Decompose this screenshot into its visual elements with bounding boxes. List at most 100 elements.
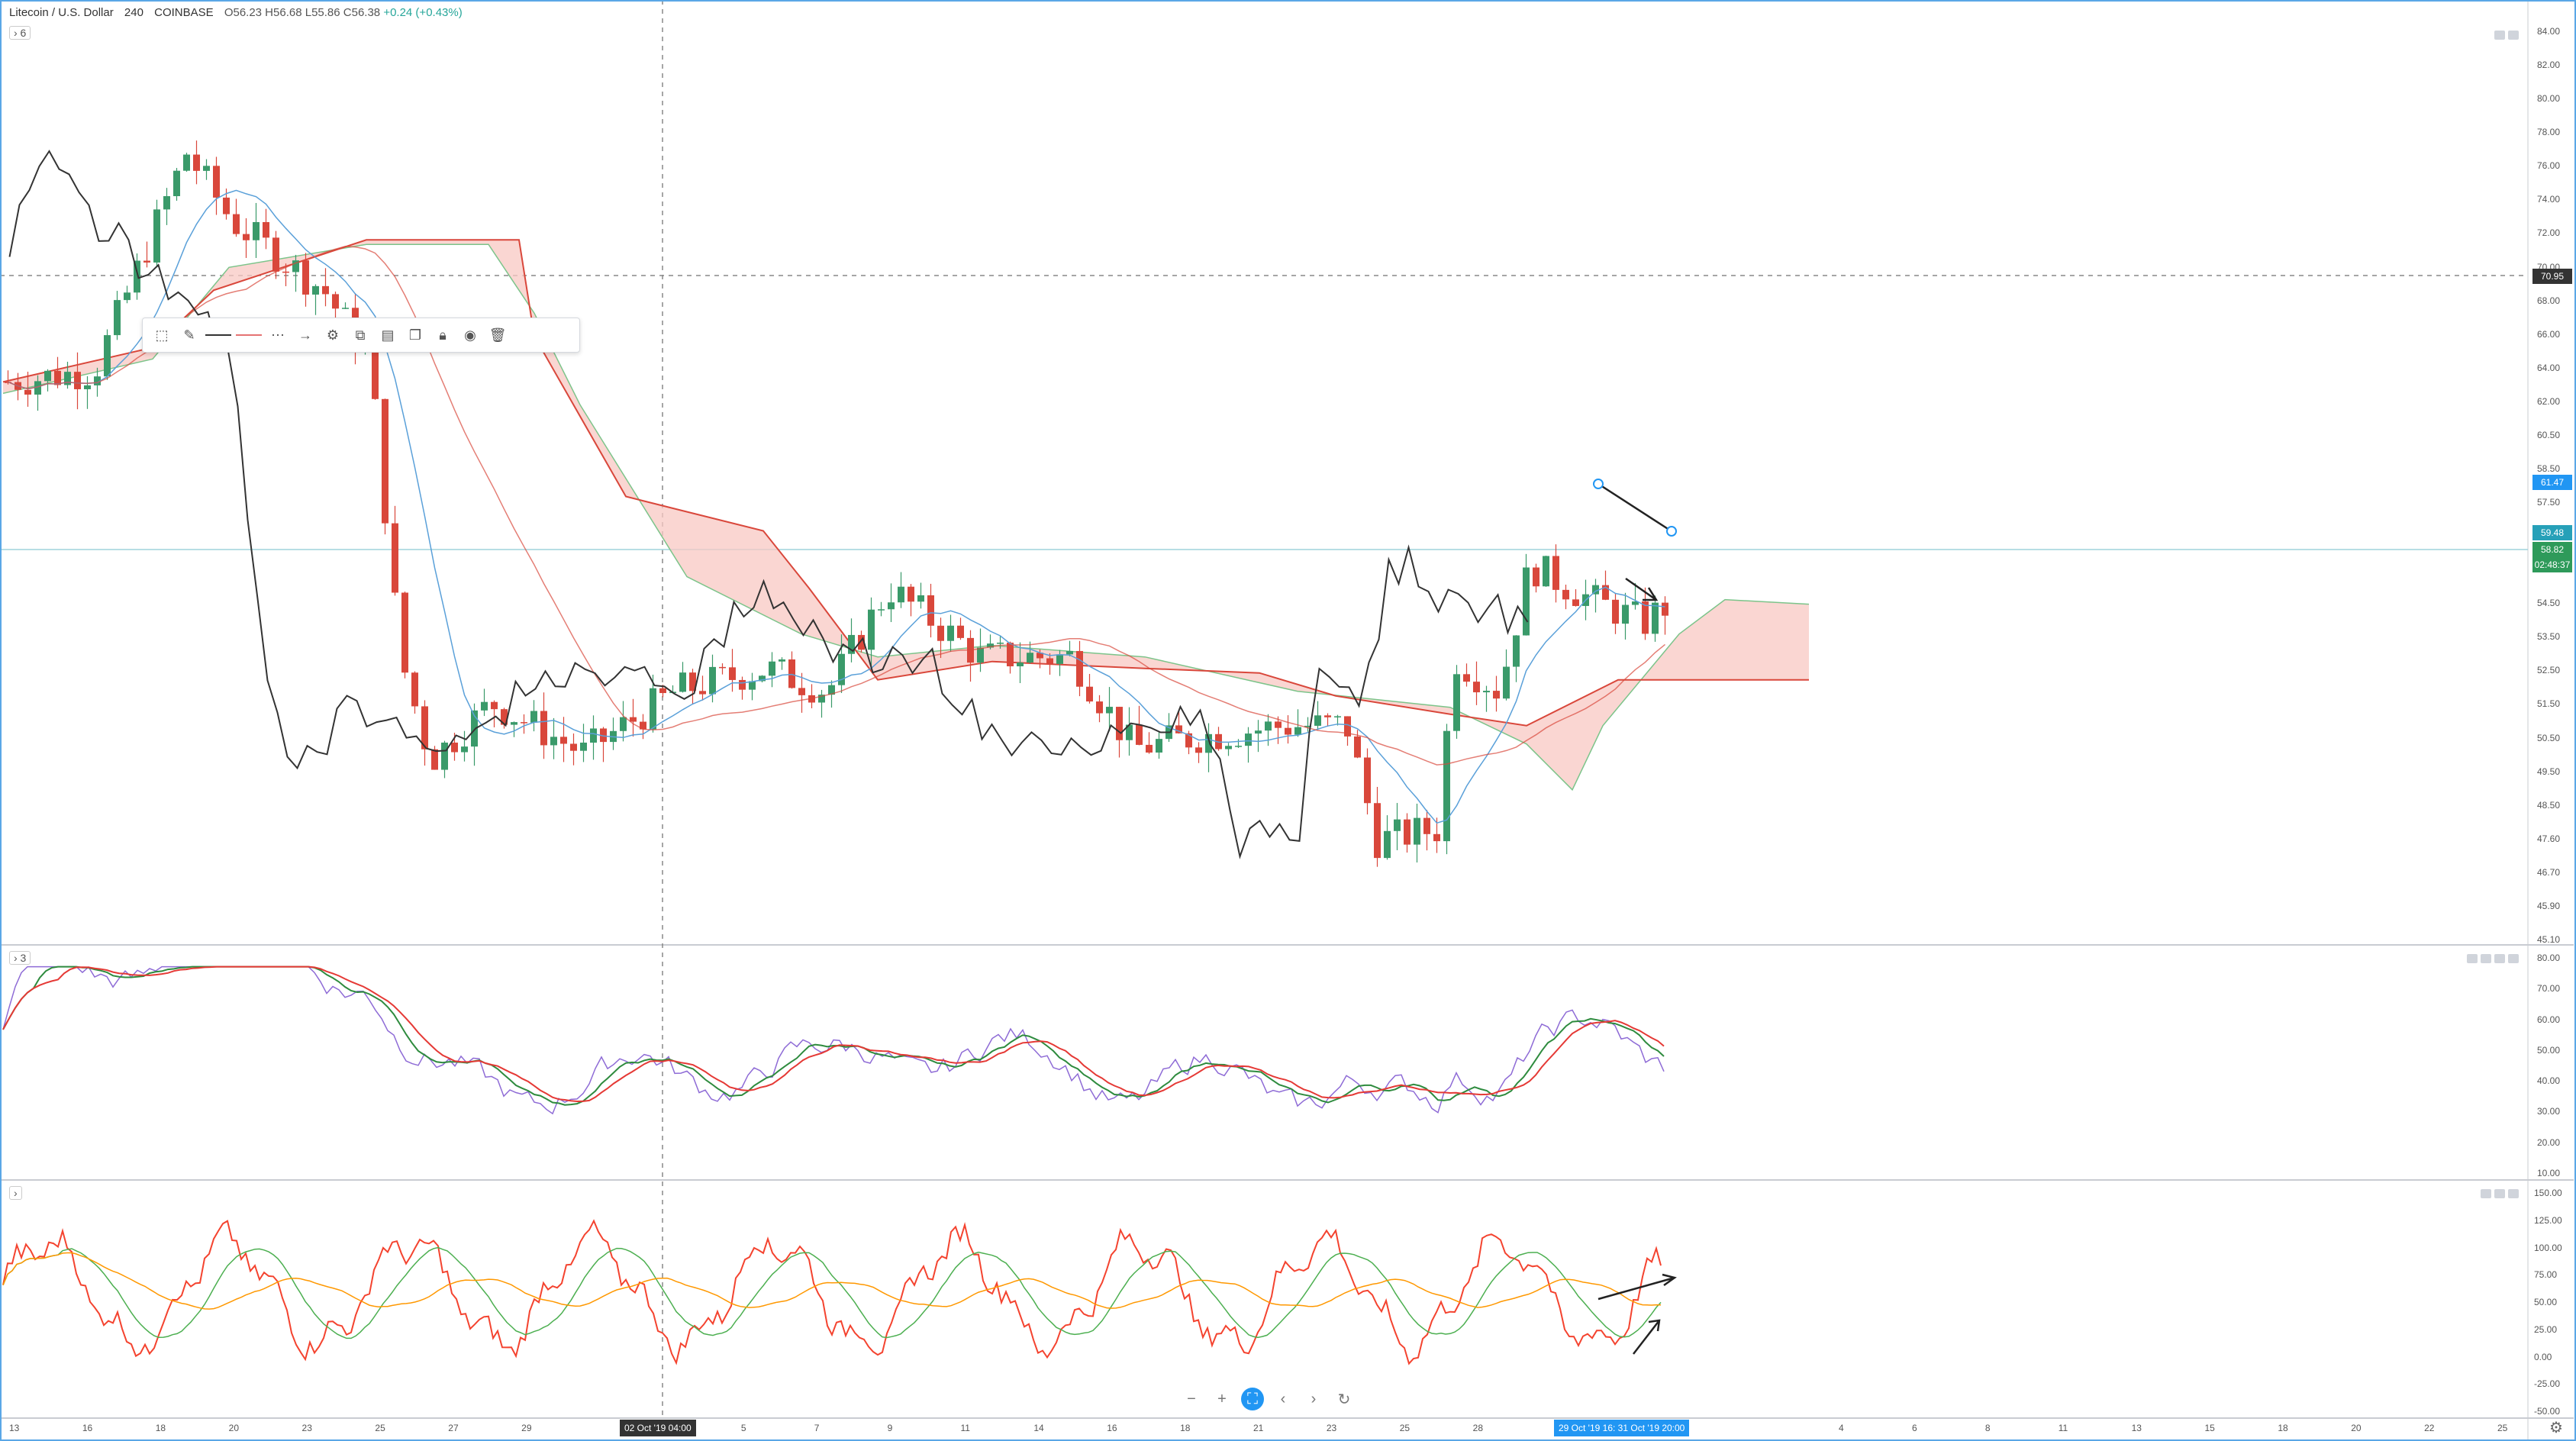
price-tick-label: 84.00 xyxy=(2537,26,2561,37)
zoom-in-button[interactable]: + xyxy=(1217,1390,1227,1407)
maximize-icon[interactable] xyxy=(2508,31,2519,40)
refresh-button[interactable]: ↻ xyxy=(1337,1391,1351,1408)
time-tick-label: 27 xyxy=(448,1423,459,1433)
copy-icon[interactable]: ❐ xyxy=(408,327,422,343)
gear-icon[interactable]: ⚙ xyxy=(2549,1420,2563,1436)
rsi-indicators-toggle[interactable]: › 3 xyxy=(9,951,31,965)
visibility-icon[interactable]: ◉ xyxy=(464,327,476,343)
candle-body xyxy=(868,609,875,650)
candle-body xyxy=(798,688,805,695)
symbol-name: Litecoin / U.S. Dollar xyxy=(9,6,114,19)
candle-body xyxy=(1414,817,1420,845)
candle-body xyxy=(570,743,577,751)
rsi-pane-controls[interactable] xyxy=(2467,954,2519,963)
arrow-line-icon[interactable]: → xyxy=(298,327,312,343)
close-icon[interactable] xyxy=(2508,1189,2519,1198)
cci-indicators-toggle[interactable]: › xyxy=(9,1186,22,1200)
time-tick-label: 16 xyxy=(82,1423,93,1433)
candle-body xyxy=(272,237,279,272)
candle-body xyxy=(1612,599,1619,624)
candle-body xyxy=(1116,707,1123,740)
price-tick-label: 58.50 xyxy=(2537,463,2561,474)
main-indicators-toggle[interactable]: › 6 xyxy=(9,26,31,40)
time-tick-label: 11 xyxy=(960,1423,970,1433)
candle-body xyxy=(1423,817,1430,834)
main-pane-controls[interactable] xyxy=(2494,31,2519,40)
candle-body xyxy=(1314,715,1321,726)
move-up-icon[interactable] xyxy=(2467,954,2478,963)
candle-body xyxy=(719,666,726,669)
zoom-out-button[interactable]: − xyxy=(1187,1390,1196,1407)
price-tick-label: 51.50 xyxy=(2537,698,2561,710)
move-down-icon[interactable] xyxy=(2481,954,2491,963)
candle-body xyxy=(372,346,379,399)
candle-body xyxy=(659,688,666,694)
close-icon[interactable] xyxy=(2508,954,2519,963)
candle-body xyxy=(521,722,527,724)
candle-body xyxy=(977,647,984,663)
cci-ma-fast xyxy=(2,1246,1662,1339)
interval-label[interactable]: 240 xyxy=(124,6,143,19)
candle-body xyxy=(1483,691,1490,693)
candle-body xyxy=(987,643,994,648)
candle-body xyxy=(1662,602,1668,616)
selected-range-tag: 29 Oct '19 16: 31 Oct '19 20:00 xyxy=(1554,1420,1690,1436)
candle-body xyxy=(759,675,766,682)
candle-body xyxy=(1096,701,1103,714)
cci-pane-controls[interactable] xyxy=(2481,1189,2519,1198)
candle-body xyxy=(1146,744,1153,753)
layers-icon[interactable]: ▤ xyxy=(381,327,395,343)
candle-body xyxy=(788,659,795,688)
candle-body xyxy=(1592,585,1599,595)
candle-body xyxy=(223,197,230,214)
candle-body xyxy=(1324,715,1331,717)
reset-view-button[interactable]: ⛶ xyxy=(1241,1388,1264,1410)
price-tick-label: 80.00 xyxy=(2537,93,2561,105)
symbol-header[interactable]: Litecoin / U.S. Dollar 240 COINBASE O56.… xyxy=(9,6,463,19)
price-tick-label: 45.90 xyxy=(2537,900,2561,911)
settings-icon[interactable]: ⚙ xyxy=(326,327,340,343)
delete-icon[interactable]: 🗑︎ xyxy=(488,327,507,343)
time-tick-label: 15 xyxy=(2204,1423,2215,1433)
candle-body xyxy=(292,260,299,272)
scroll-left-button[interactable]: ‹ xyxy=(1280,1390,1286,1407)
line-style-red-icon[interactable] xyxy=(236,324,262,347)
line-style-dashed-icon[interactable]: ⋯ xyxy=(271,327,285,343)
candle-body xyxy=(1205,733,1212,753)
maximize-icon[interactable] xyxy=(2494,954,2505,963)
kijun-line xyxy=(8,246,1665,766)
candle-body xyxy=(1404,819,1411,845)
pencil-icon[interactable]: ✎ xyxy=(183,327,195,343)
drawing-toolbar[interactable]: ⬚ ✎ ⋯ → ⚙ ⧉ ▤ ❐ 🔒︎ ◉ 🗑︎ xyxy=(142,318,580,353)
drawing-handle xyxy=(1666,526,1677,537)
candle-body xyxy=(1493,691,1500,699)
candle-body xyxy=(937,625,944,641)
minimize-icon[interactable] xyxy=(2494,31,2505,40)
lock-icon[interactable]: 🔒︎ xyxy=(439,327,447,343)
candle-body xyxy=(183,154,190,171)
candle-body xyxy=(1304,725,1311,727)
cci-divergence-arrow xyxy=(1598,1273,1677,1301)
candle-body xyxy=(173,170,180,197)
candle-body xyxy=(1046,658,1053,664)
cci-tick-label: 25.00 xyxy=(2534,1323,2558,1335)
select-icon[interactable]: ⬚ xyxy=(155,327,169,343)
scroll-right-button[interactable]: › xyxy=(1311,1390,1317,1407)
time-tick-label: 23 xyxy=(1326,1423,1337,1433)
chart-navigation[interactable]: − + ⛶ ‹ › ↻ xyxy=(1180,1388,1356,1410)
candle-body xyxy=(1285,727,1291,735)
time-tick-label: 28 xyxy=(1472,1423,1483,1433)
candle-body xyxy=(1354,736,1361,758)
candle-body xyxy=(263,221,269,238)
candle-body xyxy=(689,672,696,691)
maximize-icon[interactable] xyxy=(2494,1189,2505,1198)
exchange-label: COINBASE xyxy=(154,6,214,19)
move-up-icon[interactable] xyxy=(2481,1189,2491,1198)
line-style-solid-icon[interactable] xyxy=(205,324,231,347)
time-tick-label: 25 xyxy=(2497,1423,2508,1433)
time-tick-label: 25 xyxy=(1399,1423,1411,1433)
clone-icon[interactable]: ⧉ xyxy=(355,327,366,343)
rsi-tick-label: 30.00 xyxy=(2537,1106,2561,1117)
